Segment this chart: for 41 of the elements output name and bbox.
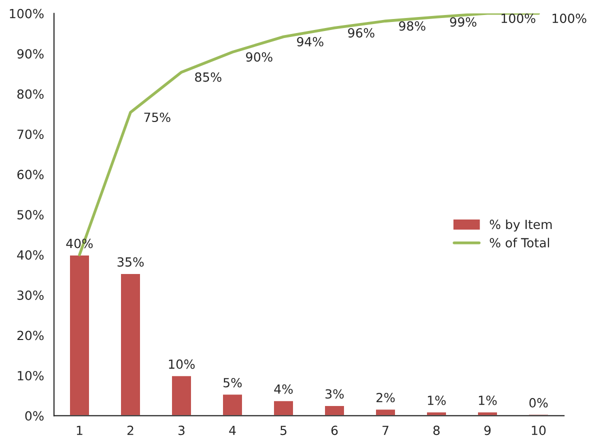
data-label: 90%	[246, 52, 272, 62]
x-tick-label: 7	[382, 426, 388, 435]
y-tick-label: 50%	[17, 210, 44, 220]
data-label: 0%	[529, 398, 548, 408]
x-tick-label: 3	[178, 426, 184, 436]
data-label: 4%	[274, 384, 293, 394]
x-tick-label: 2	[127, 426, 134, 435]
data-label: 3%	[326, 389, 344, 399]
y-tick-label: 100%	[10, 8, 44, 18]
x-tick-label: 10	[532, 426, 546, 436]
x-tick-label: 4	[229, 426, 236, 435]
data-label: 5%	[224, 378, 242, 388]
y-tick-label: 20%	[17, 330, 44, 340]
data-label: 94%	[297, 36, 324, 46]
data-label: 10%	[168, 359, 195, 369]
data-label: 1%	[428, 396, 446, 406]
legend-label: % of Total	[490, 238, 550, 248]
data-label: 75%	[144, 112, 170, 122]
x-tick-label: 8	[433, 426, 440, 436]
data-label: 100%	[552, 14, 586, 24]
y-tick-label: 30%	[17, 290, 44, 300]
x-tick-label: 1	[76, 426, 82, 435]
legend-label: % by Item	[490, 219, 552, 232]
y-tick-label: 70%	[18, 130, 44, 140]
data-label: 35%	[118, 257, 144, 267]
x-tick-label: 9	[484, 426, 491, 436]
data-label: 85%	[195, 72, 222, 82]
data-label: 98%	[399, 21, 426, 31]
data-label: 100%	[502, 14, 536, 24]
y-tick-label: 80%	[17, 89, 44, 99]
y-tick-label: 60%	[17, 170, 44, 180]
x-tick-label: 5	[280, 426, 286, 436]
data-label: 1%	[478, 396, 497, 406]
data-label: 2%	[376, 392, 395, 402]
x-tick-label: 6	[331, 426, 338, 436]
data-label: 96%	[348, 28, 374, 38]
y-tick-label: 10%	[18, 370, 44, 380]
y-tick-label: 90%	[17, 49, 44, 59]
data-label: 99%	[450, 17, 476, 27]
y-tick-label: 0%	[25, 411, 44, 421]
y-tick-label: 40%	[17, 250, 44, 260]
